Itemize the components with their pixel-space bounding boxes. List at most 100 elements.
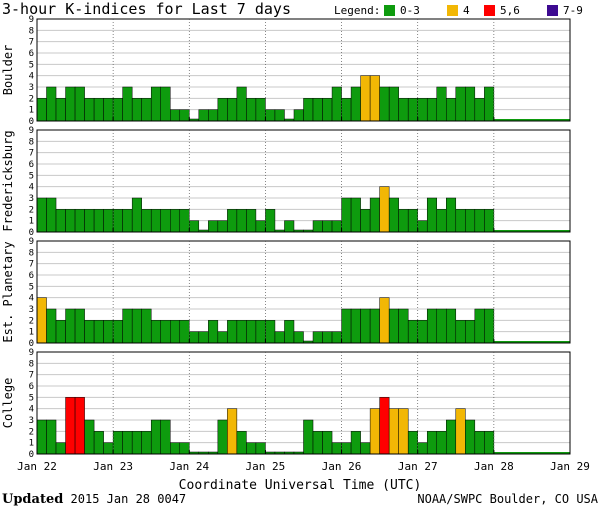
k-bar	[284, 320, 295, 344]
k-bar	[331, 442, 342, 455]
k-bar	[303, 98, 314, 122]
k-bar	[455, 209, 466, 233]
y-tick-label: 5	[29, 282, 34, 292]
k-bar	[293, 109, 304, 122]
panel-1: 01 234 567 89 Fredericksburg	[1, 126, 571, 238]
y-tick-label: 5	[29, 171, 34, 181]
k-bar	[179, 209, 190, 233]
x-tick-label: Jan 27	[398, 460, 438, 473]
panel-3: 01 234 567 89 College	[1, 348, 571, 460]
x-tick-label: Jan 25	[246, 460, 286, 473]
k-bar	[170, 209, 181, 233]
k-bar	[474, 431, 485, 455]
k-bar	[150, 419, 161, 455]
k-bar	[141, 308, 152, 344]
k-bar	[388, 86, 399, 122]
k-bar	[426, 197, 438, 233]
k-bar	[255, 442, 266, 455]
k-bar	[160, 86, 171, 122]
y-tick-label: 3	[29, 416, 34, 426]
k-bar	[160, 320, 171, 344]
k-bar	[36, 297, 47, 344]
k-bar	[436, 308, 447, 344]
k-bar	[398, 308, 409, 344]
y-tick-label: 3	[29, 194, 34, 204]
k-bar	[455, 320, 466, 344]
k-bar	[265, 209, 276, 233]
k-bar	[208, 320, 219, 344]
x-tick-label: Jan 29	[550, 460, 590, 473]
y-tick-label: 3	[29, 83, 34, 93]
k-bar	[388, 308, 399, 344]
k-bar	[46, 197, 57, 233]
k-bar	[417, 320, 428, 344]
k-bar	[74, 209, 85, 233]
k-bar	[179, 109, 190, 122]
k-bar	[284, 220, 295, 233]
k-bar	[398, 98, 409, 122]
panel-0: 01 234 567 89 Boulder	[1, 15, 571, 127]
panel-label: College	[1, 378, 15, 429]
k-bar	[93, 320, 104, 344]
k-bar	[179, 442, 190, 455]
y-tick-label: 0	[29, 228, 34, 238]
k-bar	[322, 98, 333, 122]
k-bar	[436, 431, 447, 455]
legend-entry-0: 0-3	[400, 4, 420, 17]
k-bar	[303, 419, 314, 455]
k-bar	[369, 197, 380, 233]
k-bar	[103, 320, 114, 344]
k-bar	[36, 98, 47, 122]
k-bar	[198, 331, 209, 344]
future-baseline	[493, 341, 570, 343]
k-bar	[236, 431, 247, 455]
k-bar	[141, 98, 152, 122]
y-tick-label: 4	[29, 183, 34, 193]
k-bar	[484, 431, 495, 455]
panels: 0123456789Boulder0123456789Fredericksbur…	[1, 15, 571, 460]
y-tick-label: 4	[29, 72, 34, 82]
k-bar	[265, 109, 276, 122]
k-bar	[103, 442, 114, 455]
panel-label: Fredericksburg	[1, 130, 15, 231]
y-tick-label: 1	[29, 217, 34, 227]
future-baseline	[493, 452, 570, 454]
panel-frame	[36, 129, 571, 233]
k-bar	[122, 209, 133, 233]
k-bar	[246, 209, 257, 233]
y-tick-label: 5	[29, 60, 34, 70]
k-bar	[407, 209, 418, 233]
k-bar	[131, 431, 142, 455]
y-tick-label: 6	[29, 271, 34, 281]
k-bar	[74, 397, 85, 455]
y-tick-label: 0	[29, 339, 34, 349]
updated-label: Updated	[2, 492, 64, 507]
k-bar	[341, 98, 352, 122]
y-tick-label: 6	[29, 49, 34, 59]
y-tick-label: 6	[29, 160, 34, 170]
k-bar	[350, 197, 361, 233]
x-tick-label: Jan 28	[474, 460, 514, 473]
y-tick-label: 5	[29, 393, 34, 403]
k-bar	[484, 308, 495, 344]
y-tick-label: 7	[29, 260, 34, 270]
y-tick-label: 7	[29, 38, 34, 48]
k-bar	[407, 98, 418, 122]
k-bar	[369, 75, 380, 122]
y-tick-label: 0	[29, 450, 34, 460]
k-bar	[369, 408, 380, 455]
y-tick-label: 9	[29, 348, 34, 358]
k-bar	[65, 397, 76, 455]
k-bar	[112, 431, 123, 455]
chart-title: 3-hour K-indices for Last 7 days	[2, 0, 291, 18]
legend-entry-2: 5,6	[500, 4, 520, 17]
panel-frame	[36, 240, 571, 344]
k-bar	[170, 442, 181, 455]
k-bar	[246, 442, 257, 455]
y-tick-label: 2	[29, 427, 34, 437]
y-tick-label: 9	[29, 15, 34, 25]
k-bar	[150, 209, 161, 233]
x-axis: Jan 22 Jan 23 Jan 24 Jan 25 Jan 26 Jan 27 Jan …	[17, 460, 590, 473]
panel-frame	[36, 18, 571, 122]
k-bar	[465, 86, 476, 122]
